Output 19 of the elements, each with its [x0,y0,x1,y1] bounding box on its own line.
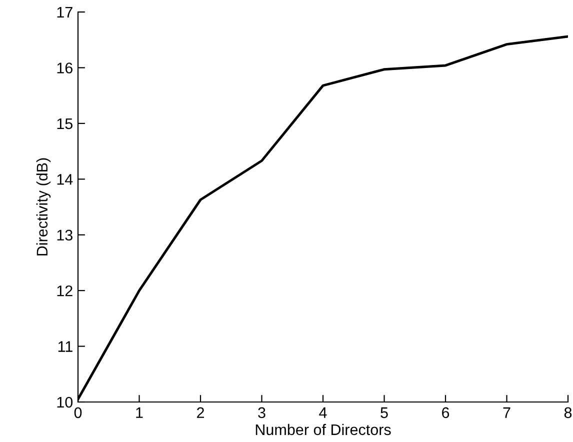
x-tick-label: 5 [380,407,388,418]
x-tick-label: 8 [564,407,572,418]
y-tick-label: 17 [57,7,72,18]
y-tick-label: 12 [57,285,72,296]
y-tick-label: 15 [57,118,72,130]
x-tick-label: 3 [258,407,266,418]
y-axis-title: Directivity (dB) [36,158,51,256]
y-tick-label: 11 [58,341,72,352]
x-tick-label: 6 [442,407,450,418]
y-tick-label: 10 [57,396,73,408]
x-tick-label: 1 [136,407,143,418]
y-tick-label: 16 [57,62,72,74]
x-tick-label: 4 [319,407,327,418]
x-tick-label: 2 [197,407,204,418]
x-tick-label: 7 [503,407,510,418]
x-tick-label: 0 [74,407,82,418]
x-axis-title: Number of Directors [256,424,391,436]
y-tick-label: 13 [57,230,72,241]
y-tick-label: 14 [57,174,73,185]
